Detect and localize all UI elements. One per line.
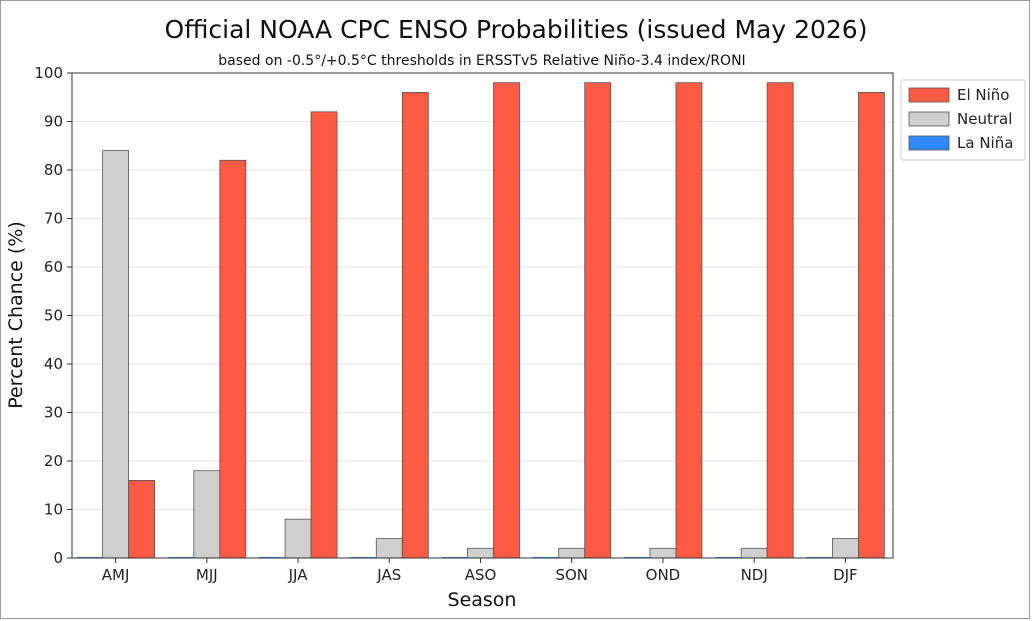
y-tick-label: 90 [44,113,63,131]
y-tick-label: 60 [44,258,63,276]
y-tick-label: 10 [44,501,63,519]
y-tick-label: 50 [44,307,63,325]
y-tick-label: 80 [44,161,63,179]
bar-neutral-jja [284,518,312,559]
x-tick-label: OND [646,566,681,584]
y-tick-label: 30 [44,404,63,422]
x-tick-label: AMJ [102,566,130,584]
x-tick-label: JJA [288,566,309,584]
legend-swatch-neutral [908,111,950,127]
bar-neutral-ndj [740,547,768,559]
x-tick-label: JAS [376,566,401,584]
chart-subtitle: based on -0.5°/+0.5°C thresholds in ERSS… [218,53,745,69]
x-tick-label: NDJ [741,566,768,584]
bar-el-ni-o-djf [857,92,885,559]
x-tick-label: DJF [833,566,858,584]
bar-neutral-djf [831,538,859,559]
bar-el-ni-o-amj [128,479,156,559]
legend-swatch-el-ni-o [908,87,950,103]
bar-el-ni-o-jas [401,92,429,559]
x-tick-label: SON [555,566,588,584]
chart-title: Official NOAA CPC ENSO Probabilities (is… [165,15,868,44]
bar-neutral-mjj [193,470,221,559]
bar-el-ni-o-son [584,82,612,559]
bar-neutral-aso [467,547,494,559]
bars [76,82,885,559]
bar-neutral-jas [375,538,403,559]
x-tick-label: ASO [465,566,497,584]
legend-label-la-ni-a: La Niña [957,134,1013,152]
x-axis-label: Season [448,589,517,611]
y-tick-label: 70 [44,210,63,228]
legend-label-neutral: Neutral [957,110,1012,128]
bar-el-ni-o-mjj [219,159,247,559]
y-tick-label: 40 [44,355,63,373]
axis-ticks: 0 10 20 30 40 50 60 70 80 90 100 AMJ MJJ JJA JAS ASO SON… [34,64,857,584]
bar-el-ni-o-ndj [766,82,794,559]
x-tick-label: MJJ [196,566,218,584]
y-tick-label: 0 [53,549,63,567]
bar-el-ni-o-ond [675,82,703,559]
y-tick-label: 100 [34,64,63,82]
bar-el-ni-o-aso [493,82,520,559]
y-axis-label: Percent Chance (%) [5,221,27,409]
legend-swatch-la-ni-a [908,135,950,151]
grid-lines [72,121,893,510]
legend: El Niño Neutral La Niña [900,79,1026,161]
bar-neutral-son [558,547,586,559]
legend-label-el-ni-o: El Niño [957,86,1010,104]
y-tick-label: 20 [44,452,63,470]
bar-el-ni-o-jja [310,111,338,559]
bar-neutral-amj [102,150,130,559]
bar-neutral-ond [649,547,677,559]
